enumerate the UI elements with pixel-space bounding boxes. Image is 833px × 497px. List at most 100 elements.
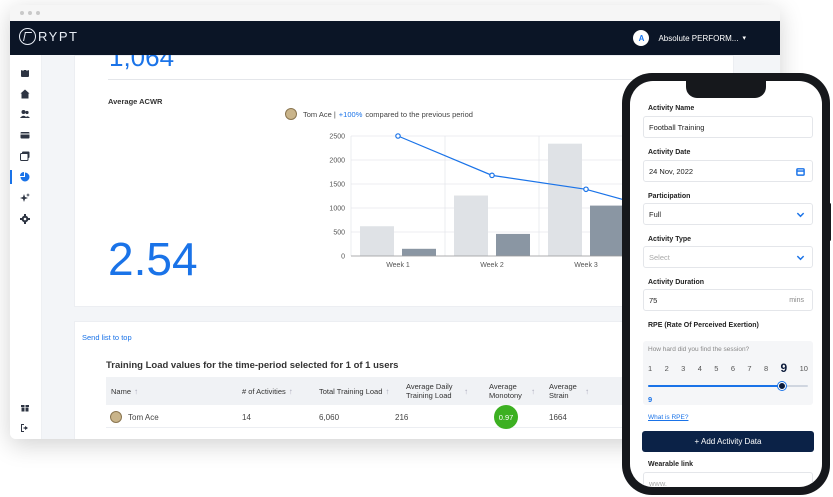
cell-avg-monotony: 0.97 (494, 405, 518, 429)
column-header-total-load[interactable]: Total Training Load ↑ (319, 386, 390, 396)
gift-icon[interactable] (19, 401, 31, 413)
y-tick-label: 0 (341, 254, 345, 261)
activity-date-label: Activity Date (648, 149, 691, 156)
x-tick-label: Week 3 (574, 262, 598, 269)
cell-avg-strain: 1664 (549, 412, 567, 422)
comparison-user: Tom Ace | (303, 109, 336, 119)
comparison-percent: +100% (338, 109, 363, 119)
users-icon[interactable] (19, 108, 31, 120)
cell-activities: 14 (242, 412, 251, 422)
rpe-option-1[interactable]: 1 (648, 363, 653, 373)
user-avatar (110, 411, 122, 423)
window-dot (28, 11, 32, 15)
column-header-activities[interactable]: # of Activities ↑ (242, 386, 293, 396)
column-header-name[interactable]: Name ↑ (111, 386, 139, 396)
rpe-slider-thumb[interactable] (778, 382, 787, 390)
activity-duration-field[interactable]: 75 mins (643, 289, 813, 311)
x-tick-label: Week 1 (386, 262, 410, 269)
rpe-label: RPE (Rate Of Perceived Exertion) (648, 322, 759, 329)
sort-arrow-icon[interactable]: ↑ (385, 386, 390, 396)
wearable-link-field[interactable]: www. (643, 472, 813, 487)
pie-chart-icon[interactable] (19, 171, 31, 183)
cell-name: Tom Ace (110, 406, 159, 428)
top-navbar: RYPT A Absolute PERFORM... ▾ (10, 21, 780, 55)
activity-type-placeholder: Select (649, 252, 670, 262)
calendar-icon[interactable] (796, 167, 805, 176)
bar-week-2-series-1 (454, 195, 488, 256)
window-chrome (10, 5, 780, 21)
y-tick-label: 500 (333, 230, 345, 237)
app-logo[interactable]: RYPT (19, 28, 78, 45)
organization-switcher[interactable]: A Absolute PERFORM... ▾ (633, 30, 746, 46)
logo-text: RYPT (38, 29, 79, 44)
phone-screen: Activity Name Football Training Activity… (630, 81, 822, 487)
org-name: Absolute PERFORM... (658, 33, 739, 43)
calendar-icon[interactable] (19, 67, 31, 79)
sort-arrow-icon[interactable]: ↑ (531, 386, 535, 396)
user-name[interactable]: Tom Ace (128, 412, 159, 422)
participation-select[interactable]: Full (643, 203, 813, 225)
wearable-link-label: Wearable link (648, 461, 694, 468)
activity-type-label: Activity Type (648, 236, 692, 243)
acwr-label: Average ACWR (108, 97, 163, 106)
activity-type-select[interactable]: Select (643, 246, 813, 268)
participation-value: Full (649, 209, 662, 219)
comparison-line: Tom Ace | +100% compared to the previous… (285, 108, 473, 120)
rpe-option-5[interactable]: 5 (714, 363, 719, 373)
activity-name-field[interactable]: Football Training (643, 116, 813, 138)
column-header-avg-daily-load[interactable]: Average Daily Training Load ↑ (406, 382, 468, 400)
rpe-option-10[interactable]: 10 (799, 363, 808, 373)
rpe-option-4[interactable]: 4 (697, 363, 702, 373)
rpe-option-3[interactable]: 3 (681, 363, 686, 373)
rpe-option-6[interactable]: 6 (730, 363, 735, 373)
rpe-slider[interactable] (648, 382, 808, 390)
rpe-option-7[interactable]: 7 (747, 363, 752, 373)
sort-arrow-icon[interactable]: ↑ (134, 386, 139, 396)
chevron-down-icon (796, 210, 805, 219)
comparison-text: compared to the previous period (365, 109, 473, 119)
sort-arrow-icon[interactable]: ↑ (585, 386, 589, 396)
active-indicator (10, 170, 12, 184)
chevron-down-icon (796, 253, 805, 262)
images-icon[interactable] (19, 150, 31, 162)
settings-icon[interactable] (19, 213, 31, 225)
y-tick-label: 1000 (329, 206, 345, 213)
logout-icon[interactable] (19, 422, 31, 434)
rpe-option-2[interactable]: 2 (664, 363, 669, 373)
rpe-slider-fill (648, 385, 783, 387)
activity-date-value: 24 Nov, 2022 (649, 166, 694, 176)
rpe-option-9[interactable]: 9 (780, 361, 788, 375)
column-header-avg-monotony[interactable]: Average Monotony ↑ (489, 382, 535, 400)
send-list-to-top-link[interactable]: Send list to top (82, 333, 132, 342)
home-icon[interactable] (19, 88, 31, 100)
x-tick-label: Week 2 (480, 262, 504, 269)
phone-mockup: Activity Name Football Training Activity… (622, 73, 831, 495)
column-header-avg-strain[interactable]: Average Strain ↑ (549, 382, 589, 400)
bar-week-2-series-2 (496, 233, 530, 256)
activity-date-field[interactable]: 24 Nov, 2022 (643, 160, 813, 182)
org-avatar: A (633, 30, 650, 46)
logo-icon (19, 28, 36, 45)
table-row[interactable]: Tom Ace 14 6,060 216 0.97 1664 (106, 405, 726, 429)
bar-week-1-series-1 (360, 226, 394, 256)
rpe-scale: 1 2 3 4 5 6 7 8 9 10 (648, 361, 808, 375)
sidebar (10, 55, 42, 439)
wallet-icon[interactable] (19, 129, 31, 141)
monotony-badge: 0.97 (494, 405, 518, 429)
sort-arrow-icon[interactable]: ↑ (288, 386, 293, 396)
what-is-rpe-link[interactable]: What is RPE? (648, 414, 689, 421)
trend-point-2 (489, 172, 495, 179)
sort-arrow-icon[interactable]: ↑ (464, 386, 468, 396)
sparkle-icon[interactable] (19, 192, 31, 204)
phone-notch (686, 81, 766, 98)
y-tick-label: 2000 (329, 158, 345, 165)
acwr-value: 2.54 (108, 233, 198, 285)
add-activity-data-button[interactable]: + Add Activity Data (642, 431, 814, 452)
participation-label: Participation (648, 193, 691, 200)
previous-metric-value: 1,064 (109, 55, 175, 72)
activity-duration-value: 75 (649, 295, 658, 305)
rpe-option-8[interactable]: 8 (763, 363, 769, 373)
chevron-down-icon: ▾ (742, 35, 746, 42)
bar-week-3-series-1 (548, 143, 582, 256)
y-tick-label: 1500 (329, 182, 345, 189)
